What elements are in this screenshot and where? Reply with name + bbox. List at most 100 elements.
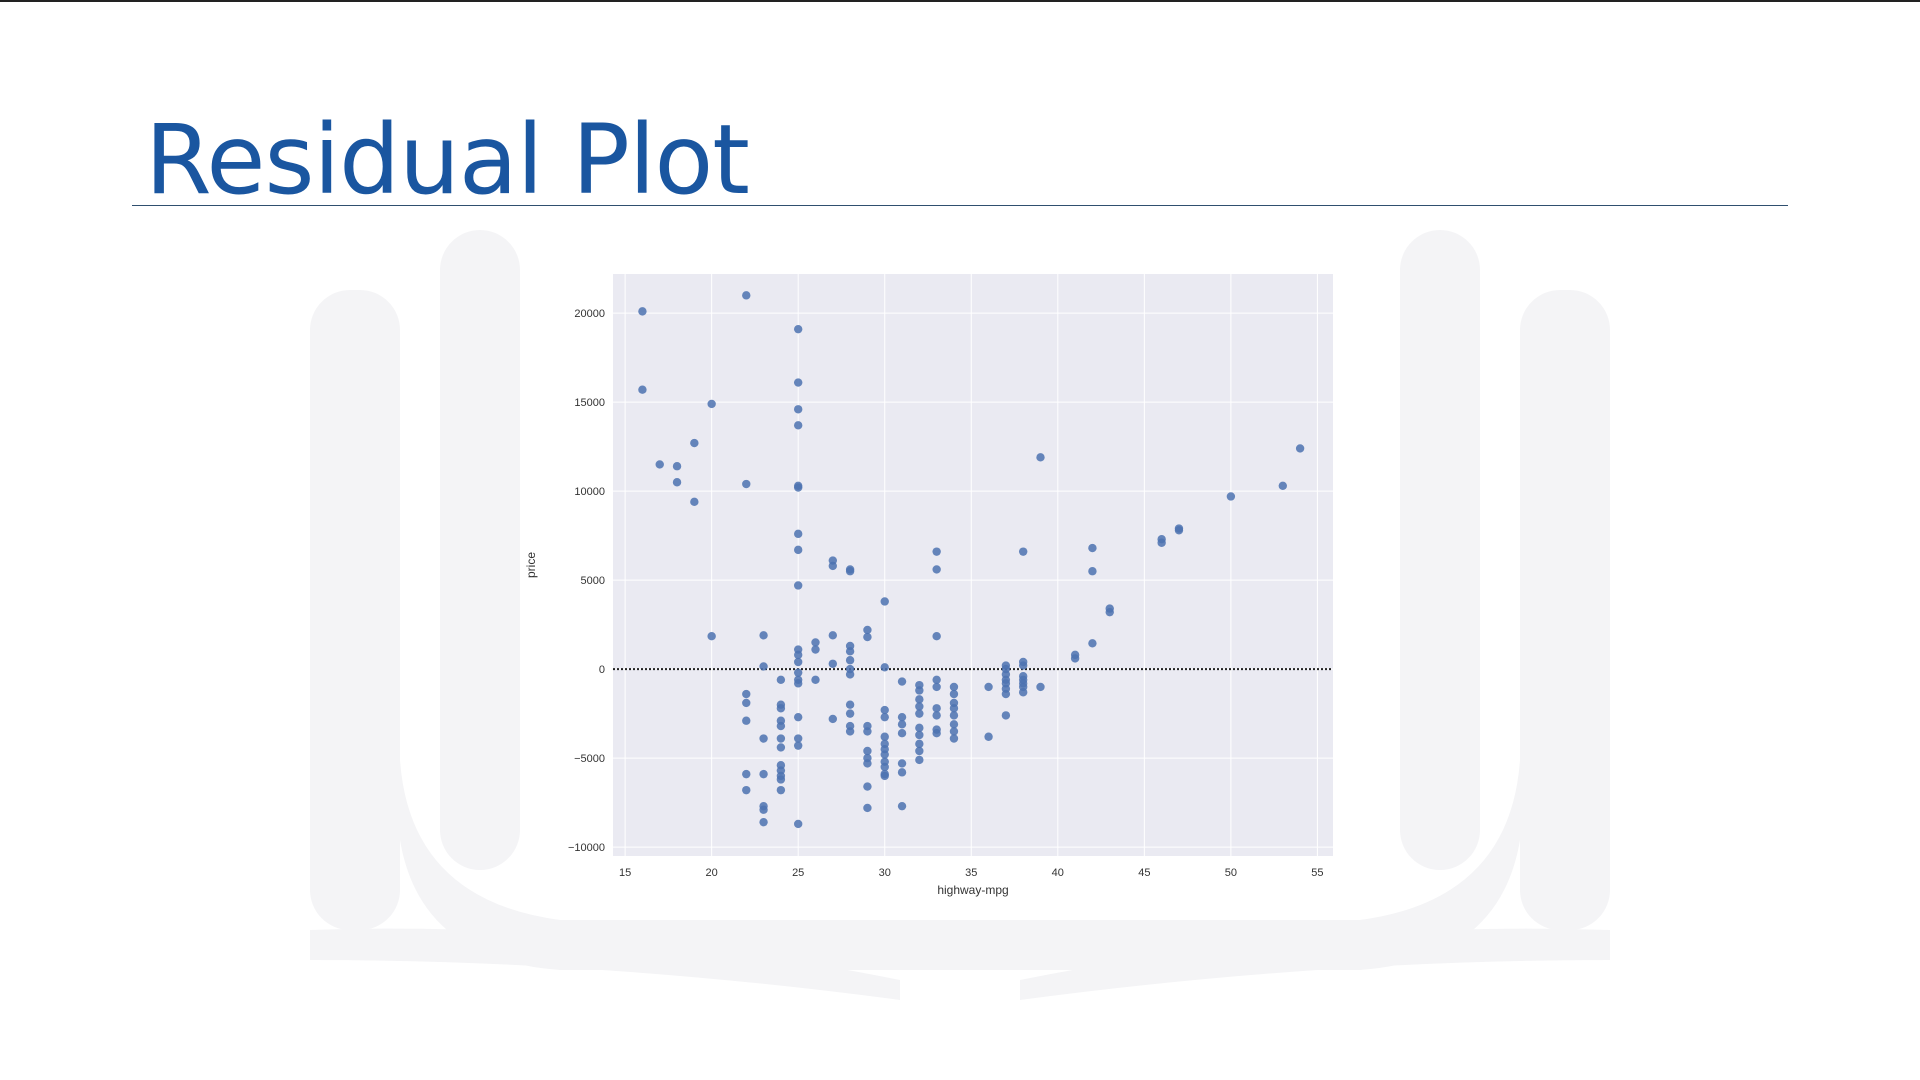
- data-point: [863, 803, 872, 813]
- data-point: [793, 668, 803, 677]
- data-point: [707, 399, 716, 409]
- data-point: [880, 705, 889, 715]
- data-point: [932, 711, 941, 720]
- x-tick-label: 50: [1225, 867, 1237, 879]
- data-point: [1001, 689, 1011, 699]
- data-point: [655, 460, 664, 469]
- data-point: [776, 743, 786, 752]
- data-point: [984, 732, 993, 741]
- x-axis-label: highway-mpg: [937, 883, 1008, 897]
- top-border: [0, 0, 1920, 2]
- y-tick-label: 0: [599, 664, 605, 676]
- data-point: [672, 462, 682, 471]
- x-tick-label: 55: [1311, 867, 1323, 879]
- data-point: [638, 385, 647, 394]
- data-point: [1174, 526, 1184, 535]
- x-tick-label: 45: [1138, 867, 1150, 879]
- data-point: [915, 739, 924, 749]
- data-point: [707, 631, 716, 641]
- data-point: [915, 746, 924, 756]
- y-tick-label: −10000: [568, 842, 605, 854]
- y-tick-label: 20000: [574, 308, 605, 320]
- data-point: [949, 727, 959, 736]
- data-point: [863, 625, 872, 635]
- data-point: [811, 645, 820, 654]
- y-tick-label: 15000: [574, 397, 605, 409]
- data-point: [880, 750, 889, 759]
- data-points: [638, 291, 1305, 829]
- data-point: [915, 755, 924, 765]
- data-point: [863, 782, 872, 791]
- data-point: [1088, 639, 1097, 648]
- data-point: [863, 727, 872, 736]
- book-watermark-icon: [310, 230, 1610, 1000]
- data-point: [793, 421, 803, 430]
- data-point: [776, 775, 786, 784]
- x-tick-label: 15: [619, 867, 631, 879]
- data-point: [793, 483, 803, 492]
- data-point: [897, 728, 907, 738]
- data-point: [742, 479, 751, 489]
- data-point: [949, 720, 959, 729]
- data-point: [672, 478, 682, 487]
- data-point: [880, 663, 889, 672]
- data-point: [949, 704, 959, 713]
- data-point: [793, 324, 803, 334]
- data-point: [880, 597, 889, 606]
- data-point: [1278, 481, 1288, 490]
- data-point: [793, 712, 803, 722]
- data-point: [845, 567, 855, 576]
- residual-chart: 15 20 25 30 35 40 45 50 55 −10000 −5000 0 5000 10000…: [523, 262, 1344, 912]
- data-point: [793, 545, 803, 555]
- data-point: [742, 291, 751, 300]
- title-divider: [132, 205, 1788, 206]
- data-point: [793, 679, 803, 688]
- y-tick-label: 5000: [581, 575, 605, 587]
- data-point: [759, 631, 768, 640]
- data-point: [1036, 453, 1045, 462]
- data-point: [742, 785, 751, 795]
- data-point: [742, 698, 751, 708]
- data-point: [776, 721, 786, 731]
- y-tick-label: 10000: [574, 486, 605, 498]
- data-point: [949, 711, 959, 720]
- data-point: [776, 734, 786, 743]
- data-point: [811, 675, 820, 684]
- y-tick-label: −5000: [574, 753, 605, 765]
- data-point: [915, 730, 924, 740]
- data-point: [897, 768, 907, 777]
- data-point: [793, 529, 803, 539]
- data-point: [793, 734, 803, 743]
- plot-area: [613, 274, 1333, 856]
- data-point: [1088, 543, 1097, 553]
- data-point: [932, 682, 941, 692]
- data-point: [793, 741, 803, 750]
- data-point: [793, 378, 803, 387]
- data-point: [742, 716, 751, 725]
- data-point: [915, 723, 924, 733]
- data-point: [897, 720, 907, 729]
- data-point: [949, 689, 959, 699]
- data-point: [1088, 567, 1097, 576]
- data-point: [759, 805, 768, 814]
- data-point: [880, 762, 889, 772]
- data-point: [845, 670, 855, 679]
- data-point: [793, 819, 803, 829]
- data-point: [1157, 538, 1166, 547]
- data-point: [880, 712, 889, 722]
- data-point: [1105, 607, 1114, 617]
- slide-title: Residual Plot: [145, 104, 750, 216]
- data-point: [932, 565, 941, 574]
- data-point: [828, 631, 838, 640]
- data-point: [897, 677, 907, 686]
- x-tick-label: 25: [792, 867, 804, 879]
- data-point: [742, 689, 751, 699]
- data-point: [793, 405, 803, 414]
- data-point: [759, 662, 768, 671]
- data-point: [932, 675, 941, 684]
- x-tick-label: 35: [965, 867, 977, 879]
- data-point: [845, 656, 855, 665]
- data-point: [845, 709, 855, 718]
- data-point: [897, 801, 907, 811]
- data-point: [897, 712, 907, 722]
